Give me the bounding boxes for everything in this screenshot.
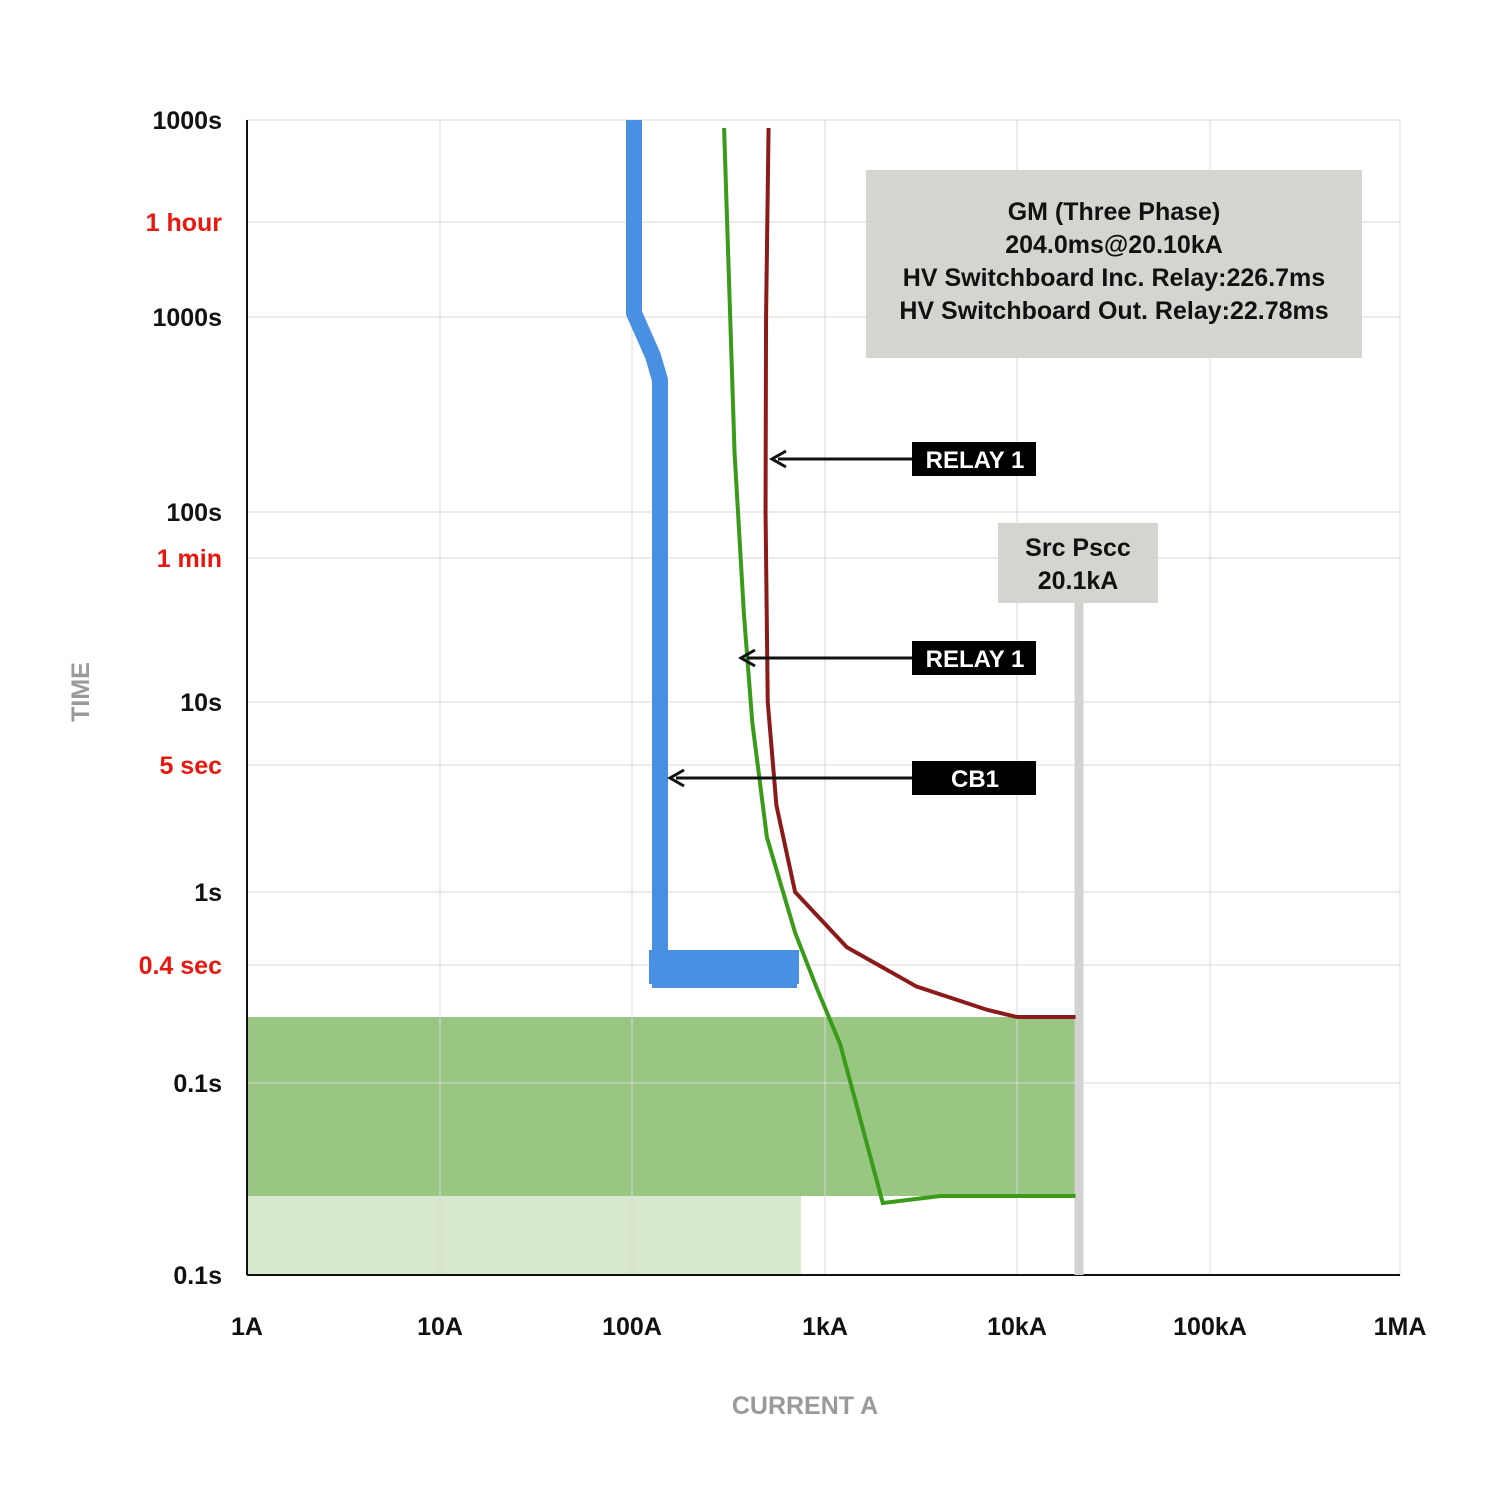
y-axis-label: TIME	[67, 662, 95, 722]
info-box-bg	[866, 170, 1362, 358]
shaded-region	[247, 1017, 1076, 1196]
annotation-label: CB1	[951, 766, 999, 793]
annotation-arrowhead	[768, 449, 787, 469]
x-axis-label: CURRENT A	[732, 1392, 878, 1420]
regions-layer	[247, 1017, 1076, 1275]
src-pscc-marker: Src Pscc 20.1kA	[998, 523, 1158, 1275]
x-tick-label: 100A	[602, 1313, 662, 1341]
annotation-box	[912, 761, 1036, 795]
y-tick-label: 100s	[166, 499, 222, 527]
annotation-arrowhead	[737, 648, 756, 668]
y-tick-label: 1000s	[152, 107, 222, 135]
y-tick-label: 1 min	[157, 545, 222, 573]
info-box: GM (Three Phase) 204.0ms@20.10kA HV Switch…	[866, 170, 1362, 358]
x-tick-label: 1kA	[802, 1313, 848, 1341]
y-tick-label: 0.4 sec	[139, 952, 223, 980]
x-tick-label: 10kA	[987, 1313, 1047, 1341]
shaded-region	[247, 1196, 801, 1275]
axes-layer	[246, 120, 1400, 1276]
y-tick-label: 1000s	[152, 304, 222, 332]
annotation-box	[912, 641, 1036, 675]
info-box-line: GM (Three Phase)	[1008, 198, 1221, 226]
y-tick-label: 0.1s	[173, 1262, 222, 1290]
relay-curve-red	[763, 127, 1076, 1019]
y-tick-label: 1s	[194, 879, 222, 907]
info-box-line: HV Switchboard Inc. Relay:226.7ms	[903, 264, 1325, 292]
src-pscc-label: Src Pscc	[1025, 534, 1131, 562]
annotations-layer: RELAY 1 RELAY 1 CB1	[666, 442, 1036, 795]
y-tick-label: 10s	[180, 689, 222, 717]
grid-layer	[247, 119, 1401, 1275]
info-box-line: 204.0ms@20.10kA	[1005, 231, 1223, 259]
annotation-label: RELAY 1	[926, 447, 1025, 474]
series-layer	[626, 120, 1076, 1206]
x-tick-label: 100kA	[1173, 1313, 1247, 1341]
src-pscc-box	[998, 523, 1158, 603]
x-tick-label: 1MA	[1374, 1313, 1427, 1341]
src-pscc-label: 20.1kA	[1038, 567, 1119, 595]
y-tick-label: 0.1s	[173, 1070, 222, 1098]
x-tick-label: 1A	[231, 1313, 263, 1341]
annotation-label: RELAY 1	[926, 646, 1025, 673]
annotation-arrowhead	[666, 768, 685, 788]
info-box-line: HV Switchboard Out. Relay:22.78ms	[899, 297, 1328, 325]
annotation-box	[912, 442, 1036, 476]
x-tick-label: 10A	[417, 1313, 463, 1341]
y-tick-label: 5 sec	[159, 752, 222, 780]
y-tick-label: 1 hour	[146, 209, 223, 237]
cb1-curve-tail	[649, 950, 799, 984]
tick-labels-layer: 1A 10A 100A 1kA 10kA 100kA 1MA 1000s 1 hour 1000s…	[139, 107, 1427, 1341]
relay-curve-green	[722, 127, 1076, 1206]
